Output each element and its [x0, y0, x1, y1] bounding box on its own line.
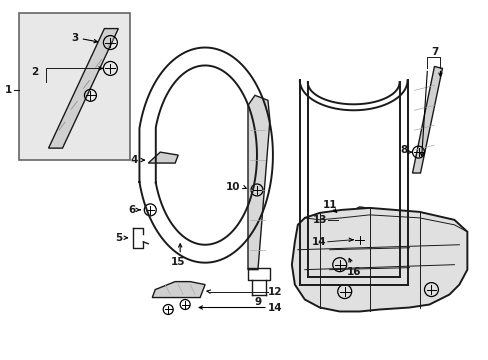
Text: 8: 8 [400, 145, 407, 155]
Polygon shape [148, 152, 178, 163]
Text: 12: 12 [267, 287, 282, 297]
Text: 14: 14 [267, 302, 282, 312]
Polygon shape [412, 67, 442, 173]
Polygon shape [291, 208, 467, 311]
Text: 2: 2 [31, 67, 39, 77]
Text: 14: 14 [311, 237, 326, 247]
Text: 15: 15 [171, 257, 185, 267]
Text: 1: 1 [5, 85, 12, 95]
Text: 9: 9 [254, 297, 261, 306]
Text: 10: 10 [225, 182, 240, 192]
Polygon shape [339, 207, 379, 218]
Text: 4: 4 [131, 155, 138, 165]
Text: 16: 16 [346, 267, 360, 276]
FancyBboxPatch shape [19, 13, 130, 160]
Text: 3: 3 [71, 32, 78, 42]
Text: 11: 11 [322, 200, 336, 210]
Polygon shape [152, 282, 204, 298]
Polygon shape [247, 95, 269, 270]
Text: 13: 13 [313, 215, 327, 225]
Text: 5: 5 [115, 233, 122, 243]
Text: 6: 6 [128, 205, 135, 215]
Polygon shape [48, 28, 118, 148]
Text: 7: 7 [430, 48, 437, 58]
